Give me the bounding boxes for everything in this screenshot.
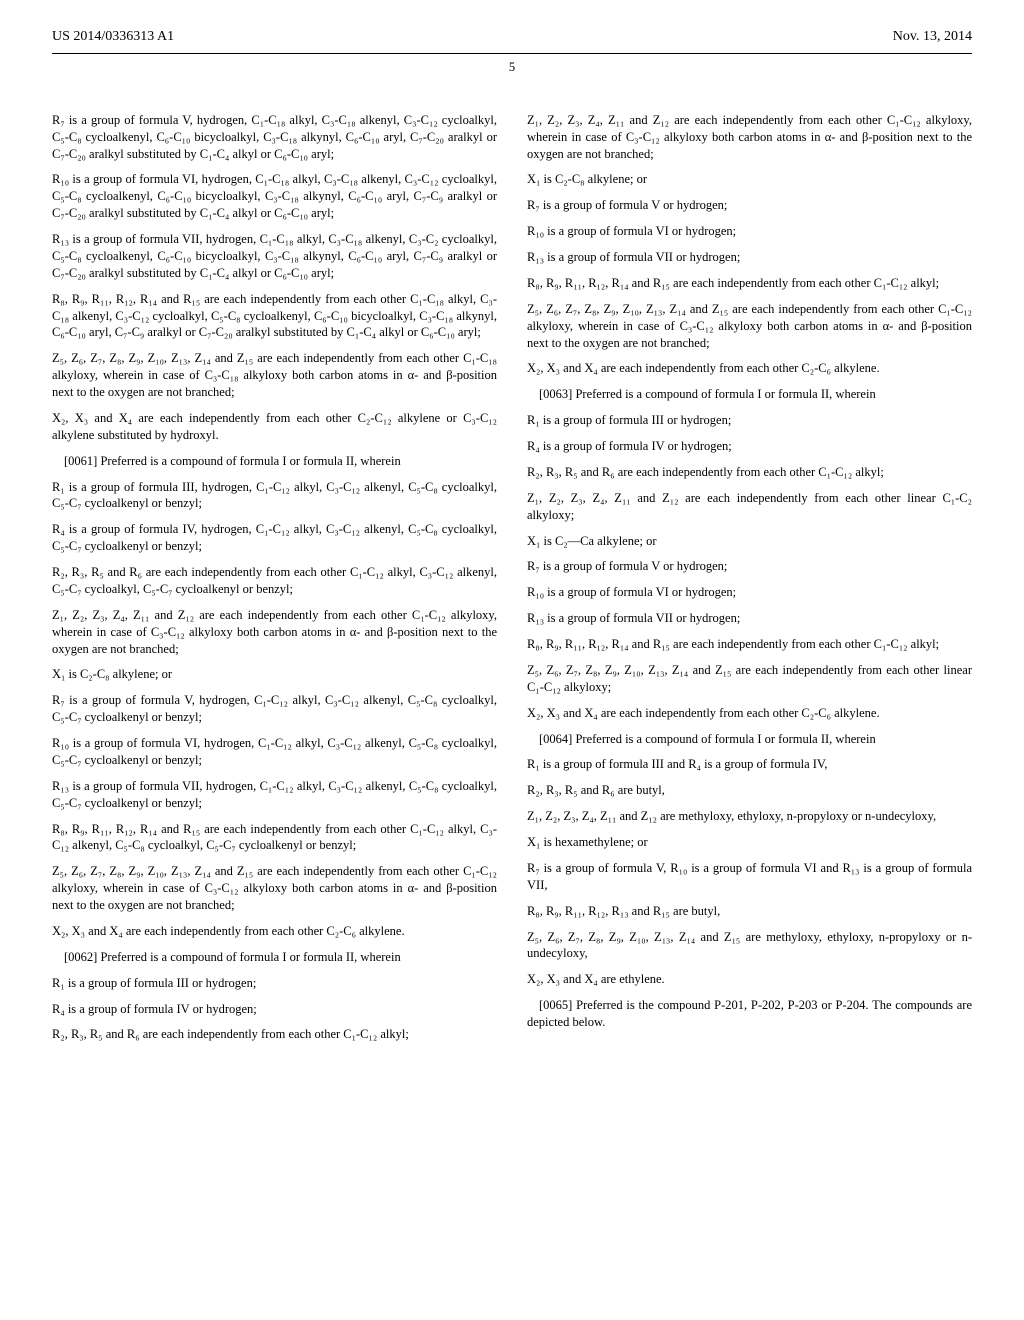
body-text: X₂, X₃ and X₄ are ethylene.	[527, 971, 972, 988]
body-text: Z₅, Z₆, Z₇, Z₈, Z₉, Z₁₀, Z₁₃, Z₁₄ and Z₁…	[527, 662, 972, 696]
body-columns: R₇ is a group of formula V, hydrogen, C₁…	[52, 112, 972, 1046]
body-text: Z₁, Z₂, Z₃, Z₄, Z₁₁ and Z₁₂ are methylox…	[527, 808, 972, 825]
page: US 2014/0336313 A1 Nov. 13, 2014 5 R₇ is…	[0, 0, 1024, 1320]
body-text: R₇ is a group of formula V or hydrogen;	[527, 197, 972, 214]
body-text: Z₅, Z₆, Z₇, Z₈, Z₉, Z₁₀, Z₁₃, Z₁₄ and Z₁…	[52, 350, 497, 401]
body-text: [0061] Preferred is a compound of formul…	[52, 453, 497, 470]
body-text: R₂, R₃, R₅ and R₆ are butyl,	[527, 782, 972, 799]
body-text: R₁₀ is a group of formula VI, hydrogen, …	[52, 171, 497, 222]
body-text: R₄ is a group of formula IV, hydrogen, C…	[52, 521, 497, 555]
body-text: R₈, R₉, R₁₁, R₁₂, R₁₄ and R₁₅ are each i…	[52, 821, 497, 855]
body-text: [0064] Preferred is a compound of formul…	[527, 731, 972, 748]
body-text: R₈, R₉, R₁₁, R₁₂, R₁₃ and R₁₅ are butyl,	[527, 903, 972, 920]
body-text: R₈, R₉, R₁₁, R₁₂, R₁₄ and R₁₅ are each i…	[527, 636, 972, 653]
body-text: R₈, R₉, R₁₁, R₁₂, R₁₄ and R₁₅ are each i…	[527, 275, 972, 292]
body-text: Z₁, Z₂, Z₃, Z₄, Z₁₁ and Z₁₂ are each ind…	[52, 607, 497, 658]
header: US 2014/0336313 A1 Nov. 13, 2014	[52, 28, 972, 54]
body-text: X₂, X₃ and X₄ are each independently fro…	[527, 360, 972, 377]
body-text: R₁₀ is a group of formula VI or hydrogen…	[527, 584, 972, 601]
body-text: R₂, R₃, R₅ and R₆ are each independently…	[52, 1026, 497, 1043]
body-text: Z₁, Z₂, Z₃, Z₄, Z₁₁ and Z₁₂ are each ind…	[527, 490, 972, 524]
body-text: Z₅, Z₆, Z₇, Z₈, Z₉, Z₁₀, Z₁₃, Z₁₄ and Z₁…	[527, 929, 972, 963]
body-text: [0065] Preferred is the compound P-201, …	[527, 997, 972, 1031]
body-text: X₂, X₃ and X₄ are each independently fro…	[52, 410, 497, 444]
body-text: X₁ is C₂-C₈ alkylene; or	[527, 171, 972, 188]
body-text: R₂, R₃, R₅ and R₆ are each independently…	[527, 464, 972, 481]
body-text: R₁₃ is a group of formula VII, hydrogen,…	[52, 231, 497, 282]
body-text: R₇ is a group of formula V, hydrogen, C₁…	[52, 692, 497, 726]
body-text: R₁₃ is a group of formula VII or hydroge…	[527, 610, 972, 627]
body-text: R₁ is a group of formula III, hydrogen, …	[52, 479, 497, 513]
body-text: X₁ is hexamethylene; or	[527, 834, 972, 851]
body-text: Z₁, Z₂, Z₃, Z₄, Z₁₁ and Z₁₂ are each ind…	[527, 112, 972, 163]
body-text: [0063] Preferred is a compound of formul…	[527, 386, 972, 403]
body-text: R₈, R₉, R₁₁, R₁₂, R₁₄ and R₁₅ are each i…	[52, 291, 497, 342]
body-text: X₁ is C₂—Ca alkylene; or	[527, 533, 972, 550]
body-text: R₁₃ is a group of formula VII or hydroge…	[527, 249, 972, 266]
body-text: Z₅, Z₆, Z₇, Z₈, Z₉, Z₁₀, Z₁₃, Z₁₄ and Z₁…	[52, 863, 497, 914]
body-text: R₄ is a group of formula IV or hydrogen;	[527, 438, 972, 455]
body-text: R₁ is a group of formula III or hydrogen…	[527, 412, 972, 429]
body-text: R₇ is a group of formula V or hydrogen;	[527, 558, 972, 575]
body-text: X₂, X₃ and X₄ are each independently fro…	[527, 705, 972, 722]
body-text: R₁₀ is a group of formula VI, hydrogen, …	[52, 735, 497, 769]
body-text: R₁₃ is a group of formula VII, hydrogen,…	[52, 778, 497, 812]
body-text: X₁ is C₂-C₈ alkylene; or	[52, 666, 497, 683]
body-text: [0062] Preferred is a compound of formul…	[52, 949, 497, 966]
document-id: US 2014/0336313 A1	[52, 28, 174, 47]
body-text: R₁ is a group of formula III and R₄ is a…	[527, 756, 972, 773]
document-date: Nov. 13, 2014	[893, 28, 972, 47]
body-text: X₂, X₃ and X₄ are each independently fro…	[52, 923, 497, 940]
body-text: R₇ is a group of formula V, R₁₀ is a gro…	[527, 860, 972, 894]
body-text: R₄ is a group of formula IV or hydrogen;	[52, 1001, 497, 1018]
body-text: R₁ is a group of formula III or hydrogen…	[52, 975, 497, 992]
body-text: Z₅, Z₆, Z₇, Z₈, Z₉, Z₁₀, Z₁₃, Z₁₄ and Z₁…	[527, 301, 972, 352]
body-text: R₇ is a group of formula V, hydrogen, C₁…	[52, 112, 497, 163]
body-text: R₂, R₃, R₅ and R₆ are each independently…	[52, 564, 497, 598]
page-number: 5	[52, 59, 972, 76]
body-text: R₁₀ is a group of formula VI or hydrogen…	[527, 223, 972, 240]
